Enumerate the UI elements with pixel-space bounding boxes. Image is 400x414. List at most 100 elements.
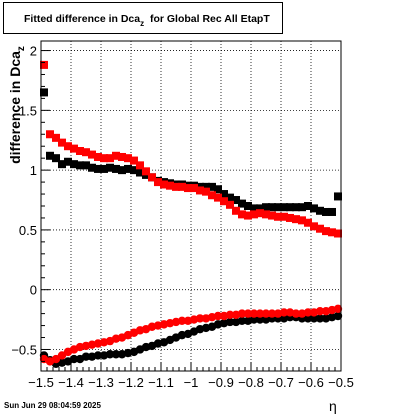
data-point-circle: [213, 311, 223, 321]
x-tick-label: −1: [184, 375, 199, 390]
data-point-square: [256, 204, 264, 213]
data-point-square: [268, 203, 276, 212]
data-point-square: [232, 206, 240, 215]
data-point-square: [52, 154, 60, 163]
data-point-square: [46, 151, 54, 160]
data-point-square: [202, 187, 210, 196]
x-tick-label: −1.4: [58, 375, 84, 390]
data-point-circle: [177, 316, 187, 325]
y-tick-label: 1.5: [19, 103, 37, 118]
data-point-square: [334, 229, 342, 238]
y-axis-label-area: difference in Dcaz: [1, 0, 29, 414]
x-tick-label: −1.5: [28, 375, 54, 390]
axis-ticks: [40, 50, 342, 371]
data-point-circle: [69, 354, 79, 364]
data-point-square: [124, 154, 132, 163]
data-point-square: [166, 181, 174, 190]
data-point-square: [94, 164, 102, 173]
y-tick-label: 0: [30, 283, 37, 298]
data-point-square: [304, 218, 312, 227]
data-point-circle: [333, 311, 343, 321]
data-point-square: [52, 133, 60, 142]
data-point-square: [316, 206, 324, 215]
data-point-square: [40, 88, 48, 97]
data-point-square: [310, 222, 318, 231]
data-point-square: [88, 150, 96, 159]
data-point-square: [286, 213, 294, 222]
data-point-square: [220, 197, 228, 206]
data-point-square: [298, 203, 306, 212]
data-point-square: [118, 152, 126, 161]
data-point-circle: [243, 309, 253, 318]
data-point-square: [82, 148, 90, 157]
x-tick-label: −0.5: [328, 375, 354, 390]
data-point-square: [196, 186, 204, 195]
data-point-circle: [255, 315, 265, 324]
data-point-square: [130, 156, 138, 165]
data-point-square: [46, 130, 54, 139]
data-point-square: [70, 144, 78, 153]
data-point-square: [292, 203, 300, 212]
data-point-circle: [81, 352, 91, 361]
data-point-circle: [195, 314, 205, 323]
data-point-circle: [225, 310, 235, 320]
data-point-square: [292, 215, 300, 224]
data-point-square: [232, 196, 240, 205]
axis-tick-labels: −1.5 −1.4 −1.3 −1.2 −1.1 −1 −0.9 −0.8 −0.7 −0.6 −0…: [11, 44, 354, 390]
x-tick-label: −0.6: [298, 375, 324, 390]
data-point-square: [88, 163, 96, 172]
y-axis-label: difference in Dcaz: [7, 46, 27, 164]
data-point-square: [334, 192, 342, 201]
data-point-square: [238, 210, 246, 219]
x-tick-label: −0.9: [208, 375, 234, 390]
title-box: Fitted difference in Dcaz for Global Rec…: [3, 2, 283, 34]
data-point-circle: [303, 314, 313, 323]
data-point-circle: [249, 309, 259, 318]
x-tick-label: −0.8: [238, 375, 264, 390]
data-point-circle: [291, 309, 301, 318]
data-point-square: [202, 182, 210, 191]
data-point-square: [262, 210, 270, 219]
data-point-square: [220, 190, 228, 199]
x-tick-label: −1.1: [148, 375, 174, 390]
data-point-square: [178, 182, 186, 191]
title-subscript: z: [140, 19, 145, 28]
data-point-square: [76, 147, 84, 155]
data-point-circle: [93, 351, 103, 360]
data-point-square: [94, 152, 102, 161]
data-point-square: [184, 184, 192, 193]
data-point-square: [250, 210, 258, 219]
data-point-square: [280, 203, 288, 212]
data-point-square: [304, 202, 312, 210]
data-point-square: [262, 203, 270, 212]
data-point-square: [214, 185, 222, 194]
title-main: Fitted difference in Dca: [24, 13, 141, 25]
data-point-square: [256, 209, 264, 218]
data-point-circle: [279, 308, 289, 317]
data-point-square: [100, 164, 108, 173]
data-point-square: [244, 202, 252, 210]
data-point-square: [238, 199, 246, 208]
data-point-square: [322, 207, 330, 216]
data-point-square: [136, 161, 144, 170]
data-point-square: [112, 151, 120, 160]
data-point-square: [130, 166, 138, 175]
data-point-circle: [261, 309, 271, 318]
data-point-square: [58, 138, 66, 147]
data-point-square: [58, 160, 66, 169]
data-point-square: [160, 180, 168, 189]
y-tick-label: 0.5: [19, 223, 37, 238]
data-point-square: [298, 216, 306, 225]
data-point-square: [112, 164, 120, 173]
data-point-square: [64, 157, 72, 166]
data-point-circle: [111, 350, 121, 359]
data-point-circle: [315, 307, 325, 316]
data-point-circle: [333, 304, 343, 314]
data-point-square: [328, 228, 336, 237]
x-tick-label: −1.2: [118, 375, 144, 390]
data-point-square: [274, 203, 282, 212]
data-point-square: [172, 182, 180, 191]
data-point-circle: [249, 315, 259, 324]
data-point-square: [40, 60, 48, 69]
